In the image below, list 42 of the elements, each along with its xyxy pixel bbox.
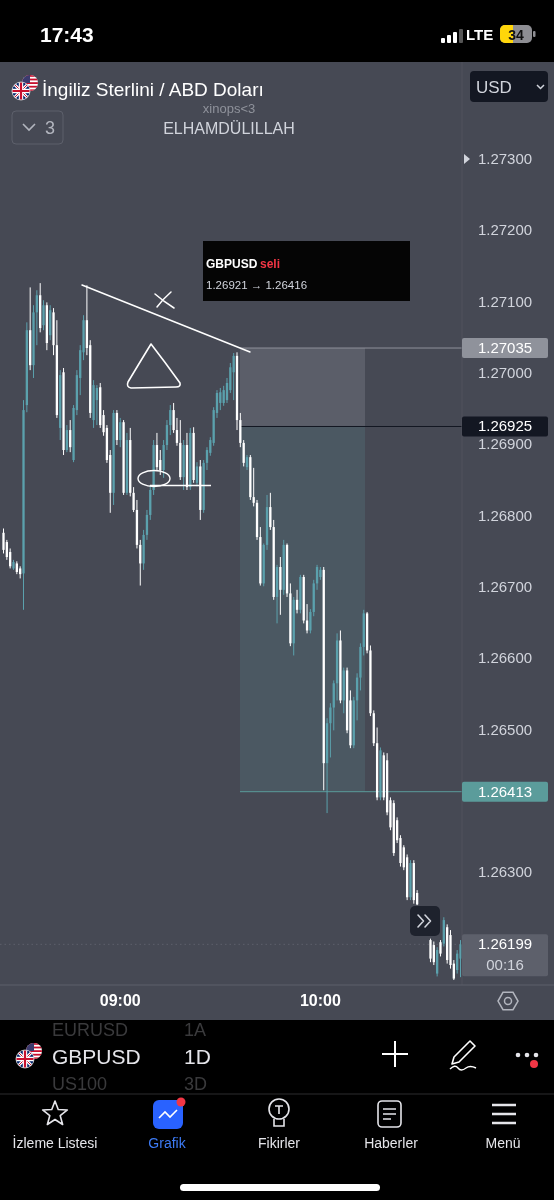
y-tick-label: 1.26600 bbox=[477, 649, 533, 667]
y-tick-label: 1.26300 bbox=[477, 863, 533, 881]
text: 00:16 bbox=[486, 956, 524, 973]
y-tick-label: 1.27200 bbox=[477, 221, 533, 239]
text: 17:43 bbox=[40, 23, 94, 46]
candlestick bbox=[279, 556, 282, 616]
y-tick-label: 1.26500 bbox=[477, 720, 533, 738]
text: 1D bbox=[184, 1045, 211, 1068]
annotation: ELHAMDÜLILLAH bbox=[163, 120, 295, 137]
text: 1A bbox=[184, 1020, 207, 1040]
candlestick bbox=[429, 938, 432, 963]
ref-line-label: 1.26199 bbox=[477, 935, 533, 953]
y-tick-label: 1.27300 bbox=[477, 150, 533, 168]
annotation: 3 bbox=[45, 118, 56, 138]
text: Fikirler bbox=[258, 1135, 301, 1151]
text: İngiliz Sterlini / ABD Doları bbox=[42, 79, 264, 100]
text: Menü bbox=[485, 1135, 521, 1151]
candlestick bbox=[459, 939, 462, 978]
text: 3D bbox=[184, 1074, 208, 1094]
y-tick-label: 1.26700 bbox=[477, 577, 533, 595]
text: USD bbox=[476, 78, 512, 97]
ref-line-label: 1.27035 bbox=[477, 339, 533, 357]
ref-line-label: 1.26413 bbox=[477, 782, 533, 800]
text: US100 bbox=[52, 1074, 108, 1094]
y-tick-label: 1.26800 bbox=[477, 506, 533, 524]
annotation: seli bbox=[260, 257, 281, 271]
ref-line-label: 1.26925 bbox=[477, 417, 533, 435]
candlestick bbox=[42, 299, 45, 331]
x-tick-label: 09:00 bbox=[99, 992, 141, 1009]
x-tick-label: 10:00 bbox=[299, 992, 341, 1009]
annotation: GBPUSD bbox=[206, 257, 258, 271]
text: EURUSD bbox=[52, 1020, 129, 1040]
text: Haberler bbox=[364, 1135, 419, 1151]
text: Grafik bbox=[148, 1135, 187, 1151]
annotation: xinops<3 bbox=[202, 101, 256, 116]
annotation: 1.26921 → 1.26416 bbox=[206, 279, 308, 291]
text: İzleme Listesi bbox=[12, 1134, 98, 1151]
y-tick-label: 1.26900 bbox=[477, 435, 533, 453]
y-tick-label: 1.27100 bbox=[477, 292, 533, 310]
y-tick-label: 1.27000 bbox=[477, 364, 533, 381]
text: LTE bbox=[466, 26, 494, 43]
text: GBPUSD bbox=[52, 1045, 141, 1068]
